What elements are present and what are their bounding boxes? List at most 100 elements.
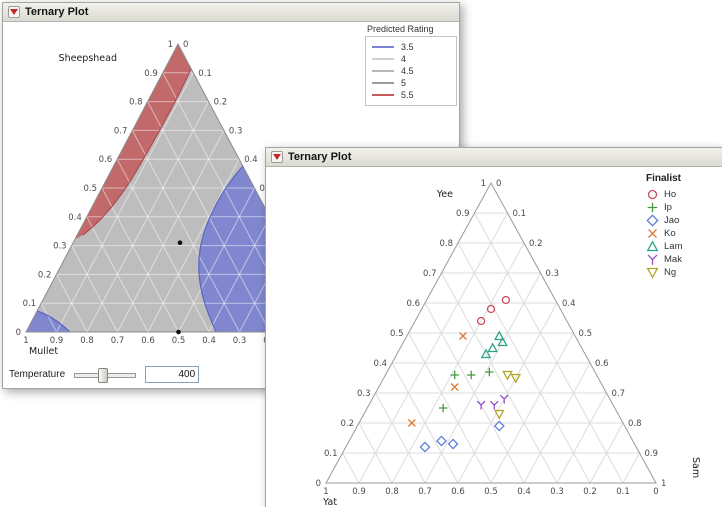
svg-text:1: 1	[323, 487, 328, 497]
scatter-point-Ip[interactable]	[450, 370, 459, 380]
legend-entry-Lam[interactable]: Lam	[646, 240, 682, 253]
window-title: Ternary Plot	[288, 151, 352, 163]
scatter-point-Ho[interactable]	[476, 316, 486, 326]
legend-entry-Ip[interactable]: Ip	[646, 201, 682, 214]
scatter-point-Ng[interactable]	[510, 373, 522, 384]
temperature-slider[interactable]	[74, 368, 137, 383]
window-body: 0 0 1 0.1 0.1 0.9 0.2 0.2 0.8 0.3 0.3 0.7 0.4 0.4 0.6 0…	[266, 167, 722, 507]
scatter-point-Ko[interactable]	[407, 419, 416, 427]
axis-label-sam: Sam	[690, 457, 701, 478]
legend-entry-5[interactable]: 5	[372, 77, 450, 89]
contour-line-low-right	[198, 165, 244, 333]
scatter-point-Mak[interactable]	[489, 400, 499, 410]
design-point[interactable]	[176, 329, 181, 335]
scatter-point-Mak[interactable]	[499, 394, 509, 404]
scatter-point-Lam[interactable]	[487, 342, 498, 353]
svg-text:0.4: 0.4	[244, 155, 258, 165]
series-Ko	[407, 332, 467, 427]
scatter-point-Lam[interactable]	[493, 330, 505, 341]
x-marker-icon	[648, 229, 657, 238]
legend-entry-Jao[interactable]: Jao	[646, 214, 682, 227]
legend-line-swatch	[372, 82, 394, 84]
ternary-grid	[342, 212, 640, 484]
axis-label-yat: Yat	[322, 497, 337, 507]
svg-text:0.8: 0.8	[129, 98, 143, 108]
svg-text:0.5: 0.5	[83, 184, 97, 194]
legend-entry-Mak[interactable]: Mak	[646, 253, 682, 266]
window-titlebar[interactable]: Ternary Plot	[3, 3, 459, 22]
scatter-point-Mak[interactable]	[476, 400, 486, 410]
scatter-point-Jao[interactable]	[447, 438, 459, 450]
scatter-point-Ko[interactable]	[450, 383, 459, 391]
scatter-point-Jao[interactable]	[493, 420, 505, 432]
legend-entry-label: Ng	[664, 267, 677, 278]
legend-entry-3.5[interactable]: 3.5	[372, 41, 450, 53]
svg-text:0.6: 0.6	[99, 155, 113, 165]
legend-line-swatch	[372, 70, 394, 72]
svg-text:0.2: 0.2	[214, 98, 228, 108]
scatter-point-Ho[interactable]	[486, 304, 496, 314]
red-triangle-icon	[273, 154, 281, 160]
series-Ng	[493, 370, 522, 420]
scatter-ternary-canvas[interactable]: 0010.10.10.90.20.20.80.30.30.70.40.40.60…	[266, 167, 720, 507]
legend-entry-label: Ko	[664, 228, 676, 239]
svg-text:0.9: 0.9	[144, 69, 158, 79]
svg-text:0.3: 0.3	[53, 242, 67, 252]
scatter-point-Ho[interactable]	[501, 295, 511, 305]
svg-text:0.9: 0.9	[456, 209, 470, 219]
triangle-outline	[325, 181, 657, 484]
legend-title: Finalist	[646, 173, 682, 184]
legend-entry-5.5[interactable]: 5.5	[372, 89, 450, 101]
legend-entry-Ng[interactable]: Ng	[646, 266, 682, 279]
svg-text:0.6: 0.6	[406, 299, 420, 309]
window-titlebar[interactable]: Ternary Plot	[266, 148, 722, 167]
svg-text:0.4: 0.4	[517, 487, 531, 497]
svg-text:0: 0	[183, 40, 188, 50]
disclosure-triangle-icon[interactable]	[8, 6, 20, 18]
disclosure-triangle-icon[interactable]	[271, 151, 283, 163]
legend-entry-4[interactable]: 4	[372, 53, 450, 65]
svg-text:0.1: 0.1	[513, 209, 527, 219]
svg-text:0.9: 0.9	[50, 336, 64, 346]
legend-entry-4.5[interactable]: 4.5	[372, 65, 450, 77]
legend-entry-Ho[interactable]: Ho	[646, 188, 682, 201]
svg-text:0.3: 0.3	[357, 389, 371, 399]
svg-text:1: 1	[23, 336, 28, 346]
legend-entry-label: Jao	[664, 215, 680, 226]
scatter-point-Ip[interactable]	[485, 367, 494, 377]
Y-marker-icon	[647, 254, 658, 265]
scatter-point-Ng[interactable]	[502, 370, 513, 381]
svg-text:0.8: 0.8	[80, 336, 94, 346]
legend-entry-Ko[interactable]: Ko	[646, 227, 682, 240]
triangle-down-marker-icon	[646, 267, 659, 279]
svg-text:0.5: 0.5	[579, 329, 593, 339]
svg-text:0.8: 0.8	[628, 419, 642, 429]
scatter-point-Lam[interactable]	[480, 348, 492, 359]
scatter-point-Jao[interactable]	[436, 435, 447, 447]
legend-line-swatch	[372, 94, 394, 96]
series-Ip	[438, 367, 494, 413]
plus-marker-icon	[647, 202, 658, 213]
legend-entry-label: 4.5	[401, 66, 414, 76]
svg-text:0.6: 0.6	[451, 487, 465, 497]
legend-entry-label: Ip	[664, 202, 672, 213]
svg-text:0.2: 0.2	[38, 270, 52, 280]
scatter-point-Ip[interactable]	[467, 370, 476, 380]
svg-text:0.3: 0.3	[233, 336, 247, 346]
scatter-point-Ip[interactable]	[438, 403, 448, 413]
svg-text:0.7: 0.7	[423, 269, 437, 279]
scatter-point-Jao[interactable]	[419, 441, 431, 453]
scatter-point-Lam[interactable]	[497, 336, 508, 347]
slider-thumb[interactable]	[98, 368, 109, 383]
svg-text:0.5: 0.5	[390, 329, 404, 339]
contour-ternary-canvas[interactable]: 0010.10.10.90.20.20.80.30.30.70.40.40.60…	[3, 22, 363, 364]
temperature-input[interactable]	[145, 366, 200, 383]
design-point[interactable]	[177, 240, 183, 246]
legend-line-swatch	[372, 46, 394, 48]
svg-text:0: 0	[316, 479, 321, 489]
scatter-point-Ko[interactable]	[458, 332, 467, 340]
svg-text:0.3: 0.3	[550, 487, 564, 497]
axis-label-sheepshead: Sheepshead	[59, 53, 117, 64]
scatter-point-Ng[interactable]	[493, 409, 505, 420]
